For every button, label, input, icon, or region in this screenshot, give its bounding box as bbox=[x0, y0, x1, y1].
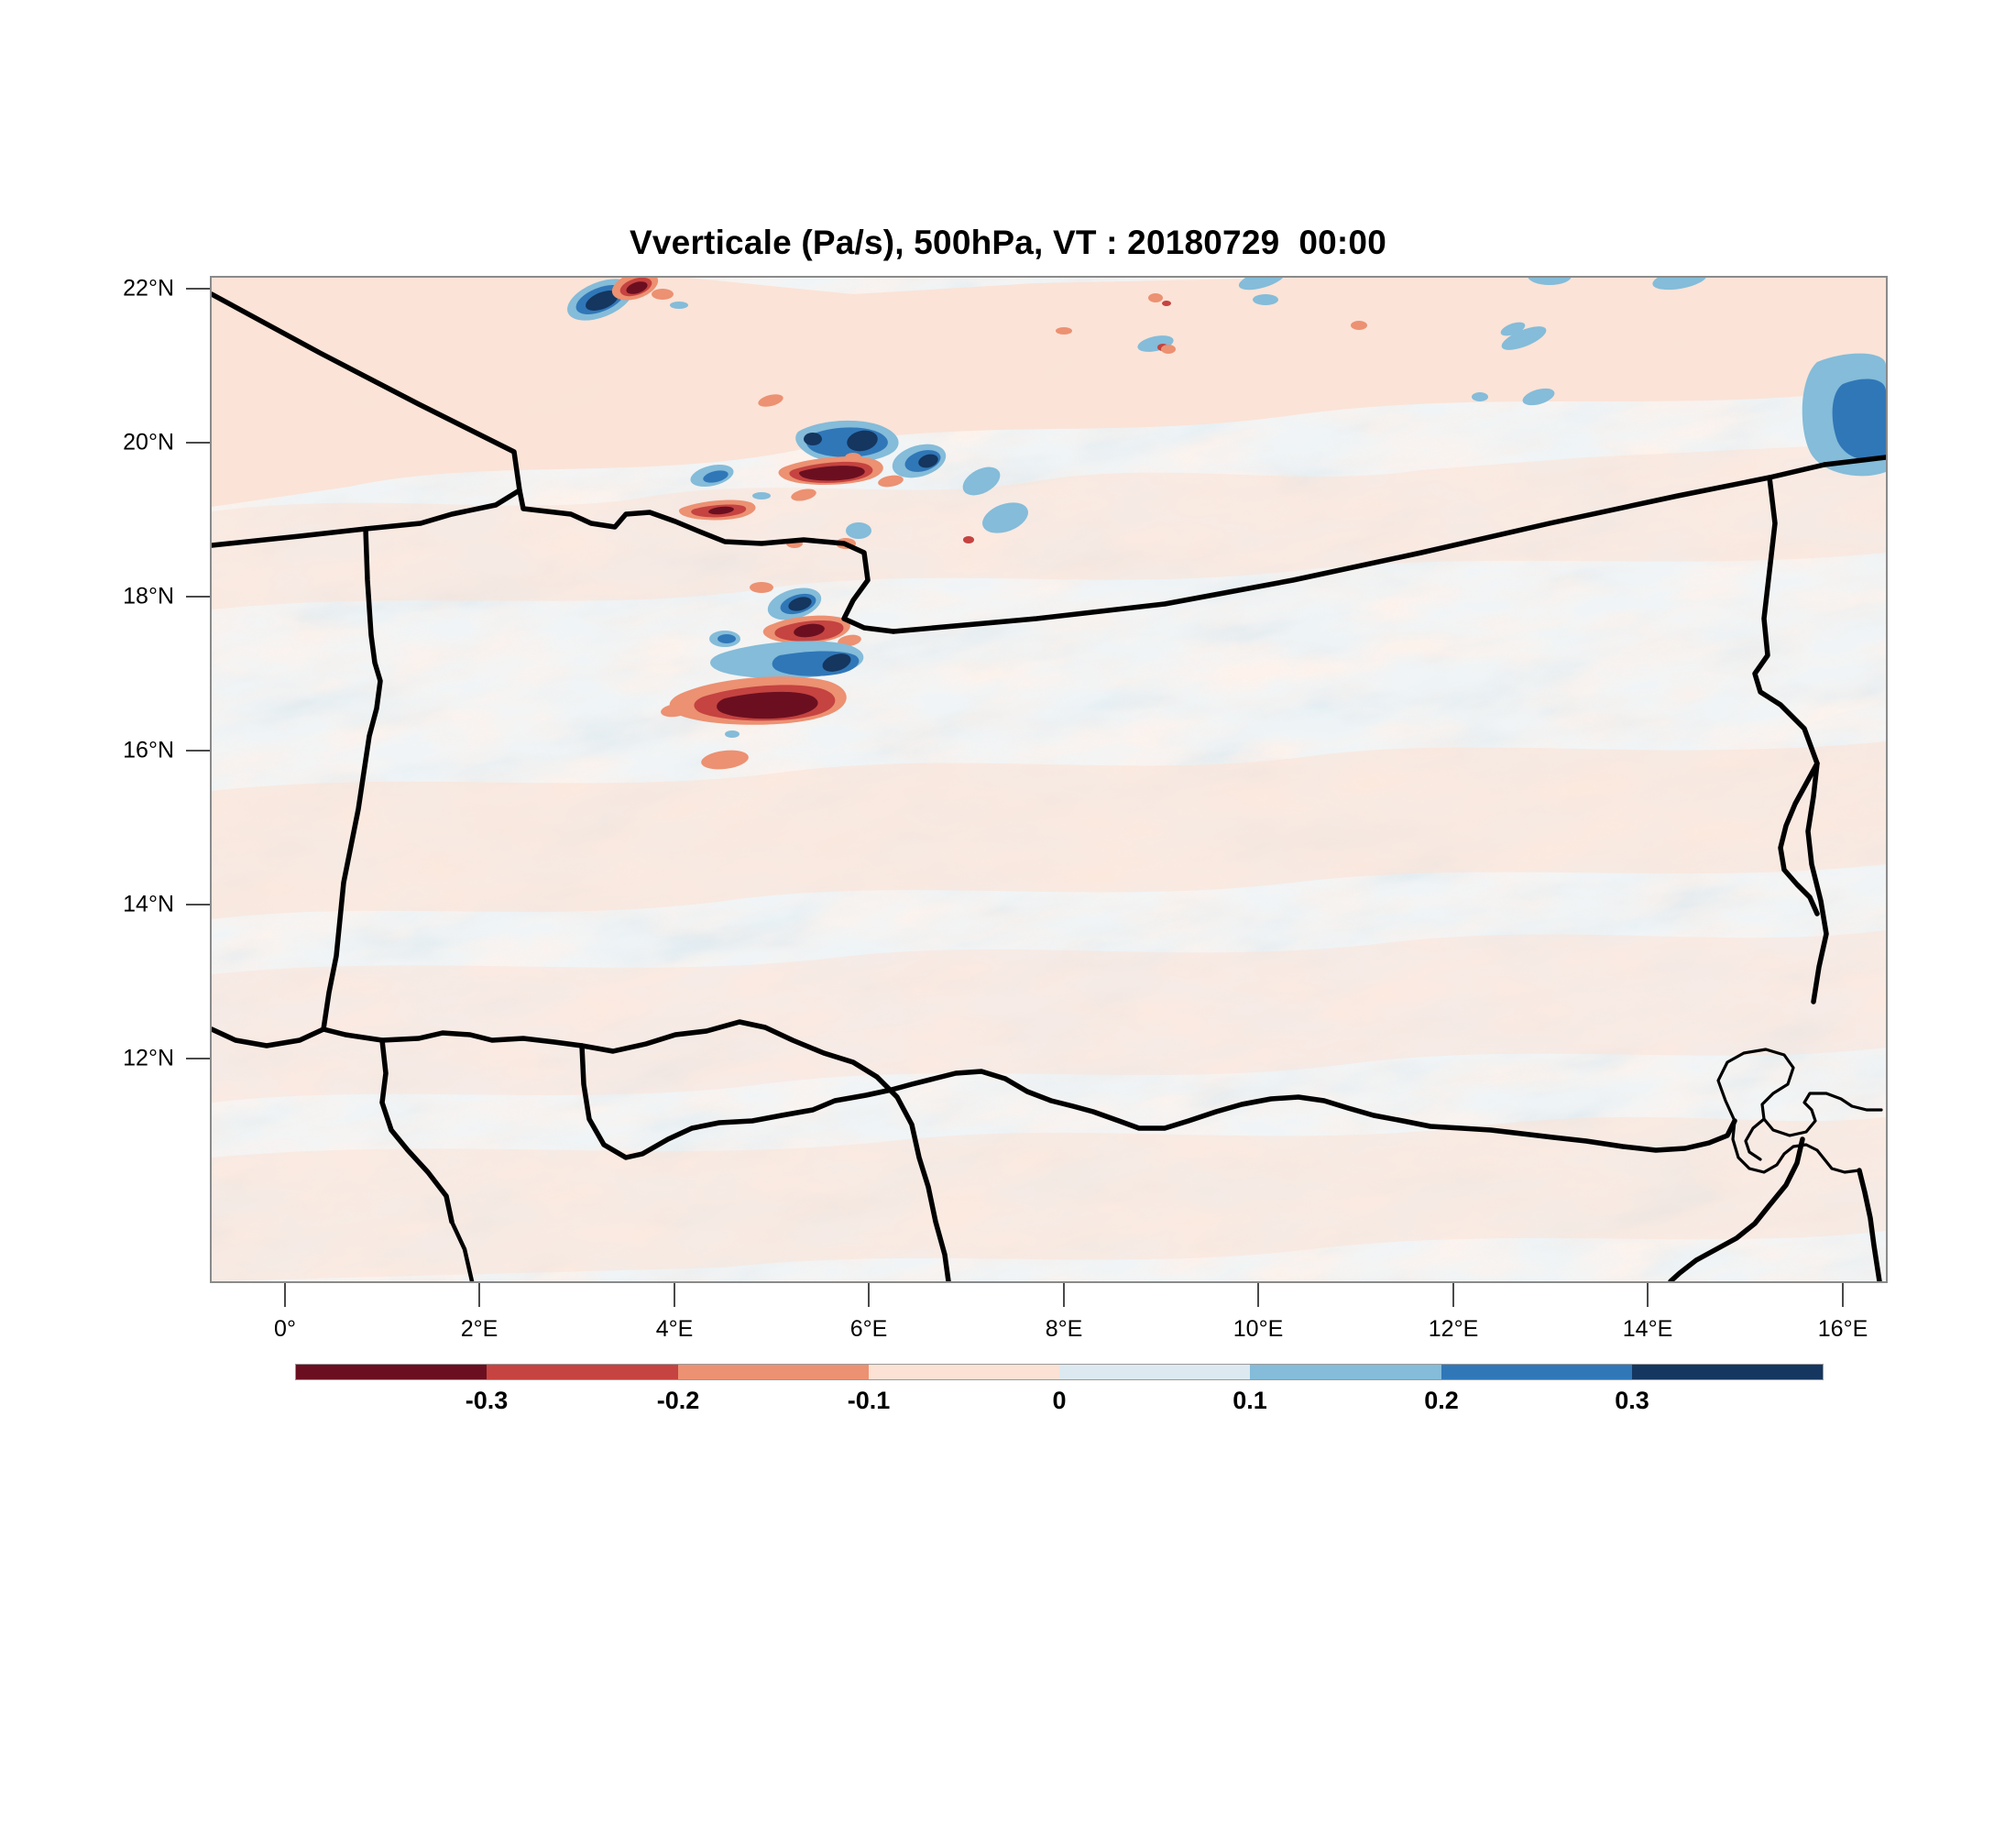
x-axis-label-10E: 10°E bbox=[1233, 1316, 1284, 1342]
y-tick-20N bbox=[186, 442, 210, 444]
y-tick-12N bbox=[186, 1058, 210, 1059]
anomaly-ne-chips bbox=[1056, 278, 1572, 406]
colorbar-segment-4 bbox=[868, 1365, 1059, 1379]
x-axis-label-2E: 2°E bbox=[460, 1316, 499, 1342]
colorbar-tick-0-2: 0.2 bbox=[1424, 1387, 1459, 1414]
y-axis-label-12N: 12°N bbox=[123, 1045, 174, 1071]
x-tick-16E bbox=[1842, 1283, 1844, 1307]
x-tick-10E bbox=[1257, 1283, 1259, 1307]
colorbar-tick-minus0-1: -0.1 bbox=[847, 1387, 891, 1414]
x-axis-label-6E: 6°E bbox=[849, 1316, 888, 1342]
x-tick-0 bbox=[284, 1283, 286, 1307]
colorbar-tick-minus0-2: -0.2 bbox=[656, 1387, 700, 1414]
x-axis-label-14E: 14°E bbox=[1622, 1316, 1673, 1342]
x-axis-label-8E: 8°E bbox=[1045, 1316, 1083, 1342]
x-tick-2E bbox=[478, 1283, 480, 1307]
y-tick-14N bbox=[186, 904, 210, 906]
colorbar-segment-2 bbox=[487, 1365, 678, 1379]
y-tick-22N bbox=[186, 288, 210, 290]
y-axis-label-20N: 20°N bbox=[123, 429, 174, 456]
colorbar-segment-7 bbox=[1441, 1365, 1632, 1379]
colorbar-tick-0: 0 bbox=[1052, 1387, 1067, 1414]
y-axis-label-16N: 16°N bbox=[123, 737, 174, 763]
anomaly-air-south bbox=[661, 539, 864, 770]
country-borders bbox=[212, 291, 1886, 1281]
page-title: Vverticale (Pa/s), 500hPa, VT : 20180729… bbox=[630, 224, 1386, 261]
x-axis-label-12E: 12°E bbox=[1428, 1316, 1479, 1342]
colorbar-segment-3 bbox=[677, 1365, 869, 1379]
y-axis-label-18N: 18°N bbox=[123, 583, 174, 609]
anomaly-nw-dipole bbox=[567, 278, 688, 321]
colorbar-tick-minus0-3: -0.3 bbox=[465, 1387, 509, 1414]
colorbar-tick-0-3: 0.3 bbox=[1615, 1387, 1649, 1414]
y-axis-label-14N: 14°N bbox=[123, 891, 174, 917]
x-tick-8E bbox=[1063, 1283, 1065, 1307]
x-tick-14E bbox=[1647, 1283, 1649, 1307]
vertical-velocity-field bbox=[212, 278, 1886, 1281]
y-tick-16N bbox=[186, 750, 210, 752]
x-axis-label-16E: 16°E bbox=[1817, 1316, 1868, 1342]
colorbar-tick-0-1: 0.1 bbox=[1233, 1387, 1267, 1414]
y-axis-label-22N: 22°N bbox=[123, 275, 174, 302]
y-tick-18N bbox=[186, 596, 210, 598]
x-tick-12E bbox=[1452, 1283, 1454, 1307]
anomaly-east-edge bbox=[1652, 278, 1886, 477]
x-tick-4E bbox=[674, 1283, 675, 1307]
colorbar-segment-1 bbox=[296, 1365, 488, 1379]
colorbar-segment-8 bbox=[1631, 1365, 1823, 1379]
x-axis-label-0: 0° bbox=[274, 1316, 296, 1342]
x-tick-6E bbox=[868, 1283, 870, 1307]
x-axis-label-4E: 4°E bbox=[655, 1316, 694, 1342]
colorbar bbox=[295, 1364, 1824, 1380]
colorbar-segment-6 bbox=[1250, 1365, 1441, 1379]
colorbar-segment-5 bbox=[1059, 1365, 1251, 1379]
map-plot-area bbox=[210, 276, 1888, 1283]
